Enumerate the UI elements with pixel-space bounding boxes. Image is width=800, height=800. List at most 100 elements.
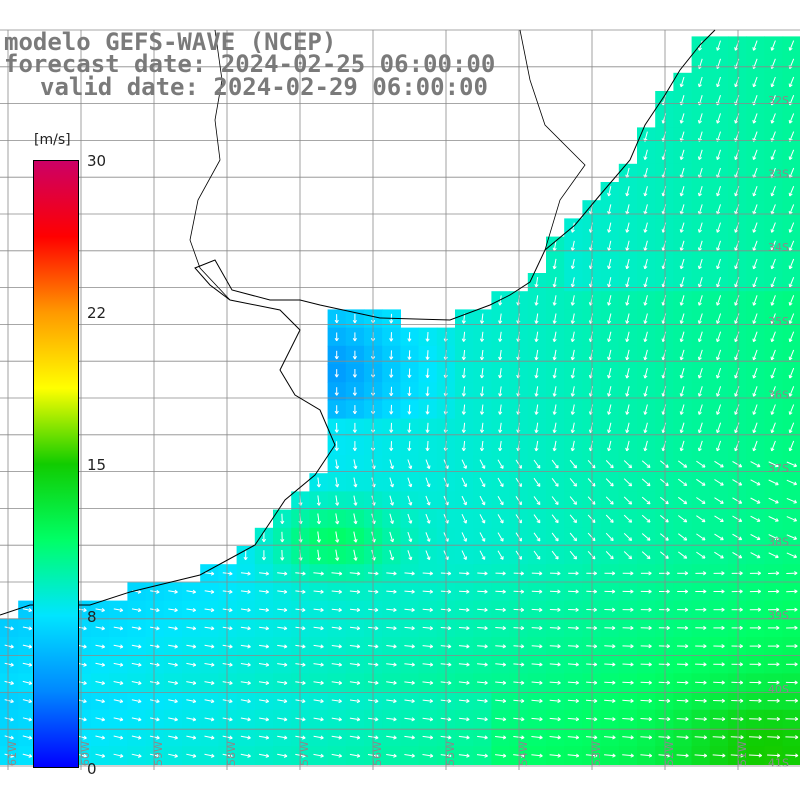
wind-arrow bbox=[676, 644, 689, 649]
wind-arrow bbox=[714, 479, 724, 486]
wind-arrow bbox=[479, 386, 485, 397]
wind-arrow bbox=[607, 422, 612, 434]
wind-arrow bbox=[605, 514, 614, 523]
wind-arrow bbox=[534, 422, 539, 434]
wind-arrow bbox=[131, 735, 142, 740]
wind-arrow bbox=[770, 367, 776, 379]
wind-arrow bbox=[389, 459, 394, 470]
longitude-labels: 61W 60W 59W 58W 57W 56W 55W 54W 53W 52W 51W bbox=[6, 741, 749, 766]
wind-arrow bbox=[168, 589, 178, 594]
wind-arrow bbox=[679, 277, 685, 288]
lat-label: 40S bbox=[768, 683, 789, 696]
wind-arrow bbox=[643, 186, 648, 197]
wind-arrow bbox=[697, 404, 703, 415]
wind-arrow bbox=[479, 495, 486, 506]
wind-arrow bbox=[607, 404, 612, 415]
lat-label: 36S bbox=[768, 388, 789, 401]
wind-arrow bbox=[767, 698, 780, 703]
wind-arrow bbox=[767, 644, 780, 649]
wind-arrow bbox=[752, 349, 758, 361]
wind-arrow bbox=[461, 404, 466, 415]
wind-arrow bbox=[461, 386, 466, 397]
wind-arrow bbox=[549, 607, 561, 612]
wind-arrow bbox=[407, 531, 413, 543]
wind-arrow bbox=[732, 497, 743, 504]
wind-arrow bbox=[788, 313, 795, 324]
wind-arrow bbox=[479, 349, 485, 361]
wind-arrow bbox=[788, 277, 795, 288]
wind-arrow bbox=[422, 680, 434, 685]
wind-arrow bbox=[533, 459, 541, 469]
wind-arrow bbox=[349, 626, 361, 631]
wind-arrow bbox=[404, 680, 415, 685]
wind-arrow bbox=[695, 644, 707, 649]
wind-arrow bbox=[113, 680, 124, 685]
wind-arrow bbox=[349, 607, 361, 613]
wind-arrow bbox=[643, 367, 648, 379]
wind-arrow bbox=[551, 459, 559, 469]
wind-arrow bbox=[625, 331, 630, 343]
wind-arrow bbox=[186, 644, 197, 649]
wind-arrow bbox=[716, 277, 721, 288]
wind-arrow bbox=[752, 113, 758, 124]
wind-arrow bbox=[677, 478, 688, 486]
wind-arrow bbox=[622, 717, 634, 722]
wind-arrow bbox=[570, 258, 575, 270]
wind-arrow bbox=[731, 644, 743, 649]
wind-arrow bbox=[696, 551, 706, 559]
wind-arrow bbox=[386, 699, 397, 704]
wind-arrow bbox=[386, 644, 397, 649]
wind-arrow bbox=[752, 149, 758, 160]
wind-arrow bbox=[640, 680, 652, 685]
wind-arrow bbox=[95, 753, 106, 758]
wind-arrow bbox=[186, 717, 197, 722]
wind-arrow bbox=[334, 422, 339, 433]
wind-arrow bbox=[334, 405, 339, 415]
wind-arrow bbox=[643, 331, 648, 343]
forecast-date: forecast date: 2024-02-25 06:00:00 bbox=[4, 50, 496, 78]
wind-arrow bbox=[659, 478, 669, 487]
wind-arrow bbox=[316, 477, 321, 488]
wind-arrow bbox=[551, 496, 559, 505]
wind-arrow bbox=[386, 753, 397, 758]
wind-arrow bbox=[534, 404, 539, 415]
wind-arrow bbox=[349, 717, 361, 722]
wind-arrow bbox=[770, 240, 776, 251]
wind-arrow bbox=[714, 551, 724, 559]
wind-arrow bbox=[534, 313, 539, 324]
wind-arrow bbox=[552, 313, 557, 324]
wind-arrow bbox=[531, 589, 543, 594]
wind-arrow bbox=[404, 589, 415, 594]
wind-arrow bbox=[643, 386, 648, 397]
wind-arrow bbox=[697, 331, 703, 343]
wind-arrow bbox=[605, 532, 614, 542]
lon-label: 52W bbox=[663, 741, 676, 766]
wind-arrow bbox=[389, 441, 394, 451]
wind-arrow bbox=[353, 513, 358, 525]
wind-arrow bbox=[349, 680, 361, 685]
wind-arrow bbox=[204, 571, 215, 576]
wind-arrow bbox=[586, 571, 597, 576]
wind-arrow bbox=[607, 440, 612, 452]
wind-arrow bbox=[788, 404, 795, 415]
wind-arrow bbox=[752, 240, 758, 251]
wind-arrow bbox=[625, 367, 630, 379]
wind-arrow bbox=[770, 422, 776, 434]
wind-arrow bbox=[422, 607, 433, 612]
wind-arrow bbox=[623, 551, 633, 560]
wind-arrow bbox=[786, 643, 798, 649]
wind-arrow bbox=[767, 662, 780, 667]
wind-arrow bbox=[641, 514, 651, 523]
wind-arrow bbox=[258, 680, 270, 685]
wind-arrow bbox=[425, 459, 431, 469]
wind-arrow bbox=[404, 626, 415, 631]
wind-arrow bbox=[679, 404, 685, 415]
lon-label: 57W bbox=[298, 741, 311, 766]
wind-arrow bbox=[461, 368, 466, 379]
wind-arrow bbox=[222, 680, 233, 685]
wind-arrow bbox=[168, 717, 178, 722]
wind-arrow bbox=[389, 513, 394, 524]
wind-arrow bbox=[331, 680, 343, 685]
wind-arrow bbox=[622, 625, 634, 631]
wind-arrow bbox=[786, 497, 798, 504]
